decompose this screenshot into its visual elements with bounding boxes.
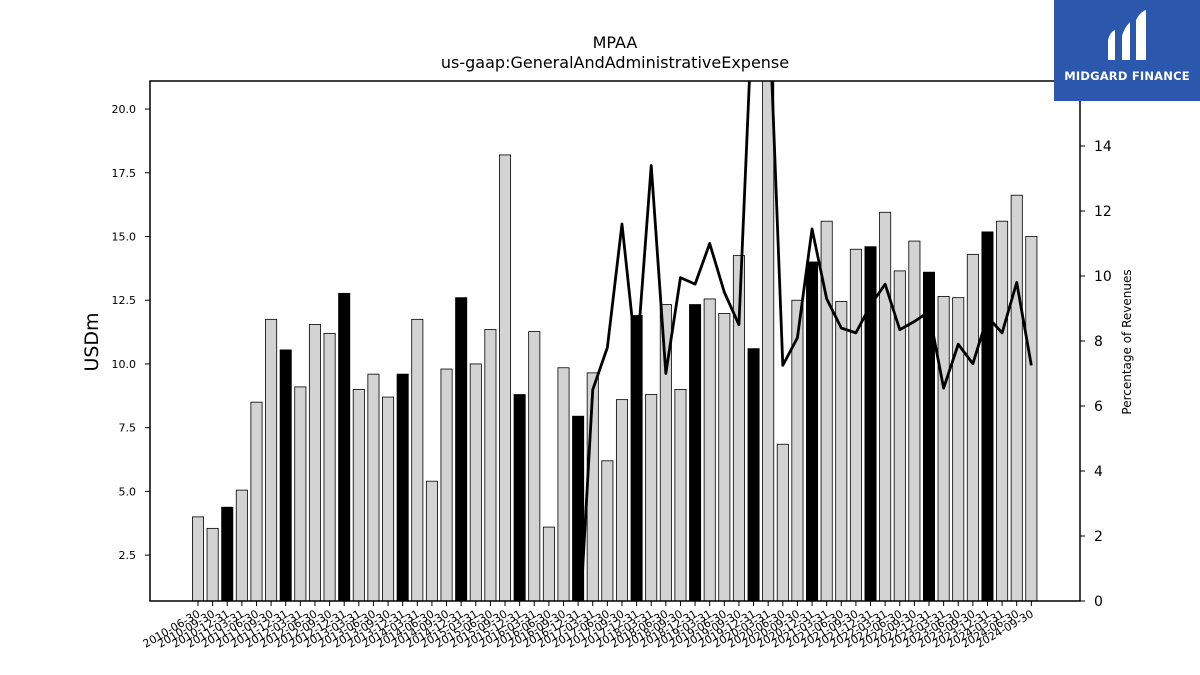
y-tick-label: 10.0 (112, 358, 137, 371)
bar-2022-06-30 (893, 270, 906, 601)
bar-2014-03-31 (411, 318, 424, 601)
bar-2020-12-31 (806, 261, 819, 601)
y2-tick-label: 8 (1094, 334, 1103, 350)
bar-2020-06-30 (776, 443, 789, 601)
bar-2022-09-30 (908, 240, 921, 601)
y2-tick-label: 0 (1094, 594, 1103, 610)
bar-2023-12-31 (981, 231, 994, 601)
bar-2017-12-31 (630, 315, 643, 601)
bar-2016-12-31 (572, 415, 585, 601)
bar-2021-06-30 (835, 301, 848, 601)
bar-2013-06-30 (367, 373, 380, 601)
y-tick-label: 20.0 (112, 103, 137, 116)
bar-2019-06-30 (718, 313, 731, 601)
bar-2023-09-30 (966, 253, 979, 601)
y-axis: 2.5 5.0 7.5 10.0 12.5 15.0 17.5 20.0 (112, 103, 150, 562)
bar-2014-06-30 (425, 480, 438, 601)
bar-2024-06-30 (1010, 194, 1023, 601)
bar-2014-12-31 (455, 297, 468, 601)
bar-2016-03-31 (528, 331, 541, 601)
bar-2023-03-31 (937, 295, 950, 601)
y2-tick-label: 4 (1094, 464, 1103, 480)
x-axis: 2010-06-302010-09-302010-12-312011-03-31… (141, 601, 1036, 651)
y-tick-label: 12.5 (112, 294, 137, 307)
bar-2023-06-30 (952, 297, 965, 601)
bar-2018-09-30 (674, 389, 687, 601)
bar-2011-12-31 (279, 349, 292, 601)
percentage-line (579, 81, 1033, 601)
bar-2012-12-31 (338, 292, 351, 601)
bar-2021-09-30 (849, 248, 862, 601)
bar-2015-09-30 (499, 154, 512, 601)
bar-2010-12-31 (221, 506, 234, 601)
logo-mark-icon (1108, 10, 1146, 60)
bar-2020-09-30 (791, 299, 804, 601)
bar-2020-03-31 (762, 81, 775, 601)
bar-2011-03-31 (235, 489, 248, 601)
y2-tick-label: 10 (1094, 269, 1112, 285)
y-tick-label: 7.5 (119, 422, 137, 435)
y2-tick-label: 12 (1094, 204, 1112, 220)
bar-2013-12-31 (396, 373, 409, 601)
bar-2016-06-30 (542, 526, 555, 601)
y-axis-label: USDm (81, 312, 103, 371)
bar-2021-12-31 (864, 246, 877, 601)
y2-axis-label: Percentage of Revenues (1120, 269, 1134, 414)
bar-2018-12-31 (689, 304, 702, 601)
bar-2022-03-31 (879, 211, 892, 601)
bar-2010-09-30 (206, 527, 219, 601)
bar-2010-06-30 (191, 516, 204, 601)
bar-2012-09-30 (323, 332, 336, 601)
line-series (579, 81, 1033, 601)
bar-2016-09-30 (557, 367, 570, 601)
midgard-finance-logo: MIDGARD FINANCE (1054, 0, 1200, 101)
bar-2011-06-30 (250, 401, 263, 601)
bar-2015-06-30 (484, 329, 497, 601)
chart-subtitle: us-gaap:GeneralAndAdministrativeExpense (441, 53, 789, 72)
bar-2022-12-31 (923, 271, 936, 601)
chart-title: MPAA (593, 33, 638, 52)
bar-2012-06-30 (308, 324, 321, 601)
bar-2013-03-31 (352, 389, 365, 601)
bar-2015-12-31 (513, 394, 526, 601)
y-tick-label: 5.0 (119, 485, 137, 498)
y2-axis: 0 2 4 6 8 10 12 14 (1080, 139, 1112, 610)
bar-2019-12-31 (747, 348, 760, 601)
bar-2024-09-30 (1025, 236, 1038, 601)
y2-tick-label: 6 (1094, 399, 1103, 415)
bar-2018-03-31 (645, 394, 658, 601)
y-tick-label: 17.5 (112, 167, 137, 180)
bar-2011-09-30 (265, 318, 278, 601)
bar-2014-09-30 (440, 368, 453, 601)
logo-text: MIDGARD FINANCE (1064, 69, 1190, 83)
bar-2017-06-30 (601, 460, 614, 601)
bar-2019-03-31 (703, 298, 716, 601)
bar-2018-06-30 (659, 304, 672, 601)
bar-2015-03-31 (469, 363, 482, 601)
bar-2017-09-30 (615, 399, 628, 601)
y-tick-label: 15.0 (112, 230, 137, 243)
bar-2019-09-30 (732, 255, 745, 601)
bar-2012-03-31 (294, 386, 307, 601)
y-tick-label: 2.5 (119, 549, 137, 562)
bar-2024-03-31 (996, 220, 1009, 601)
y2-tick-label: 2 (1094, 529, 1103, 545)
bar-2013-09-30 (382, 396, 395, 601)
bar-series (191, 81, 1038, 601)
plot-frame (149, 80, 1081, 602)
y2-tick-label: 14 (1094, 139, 1112, 155)
